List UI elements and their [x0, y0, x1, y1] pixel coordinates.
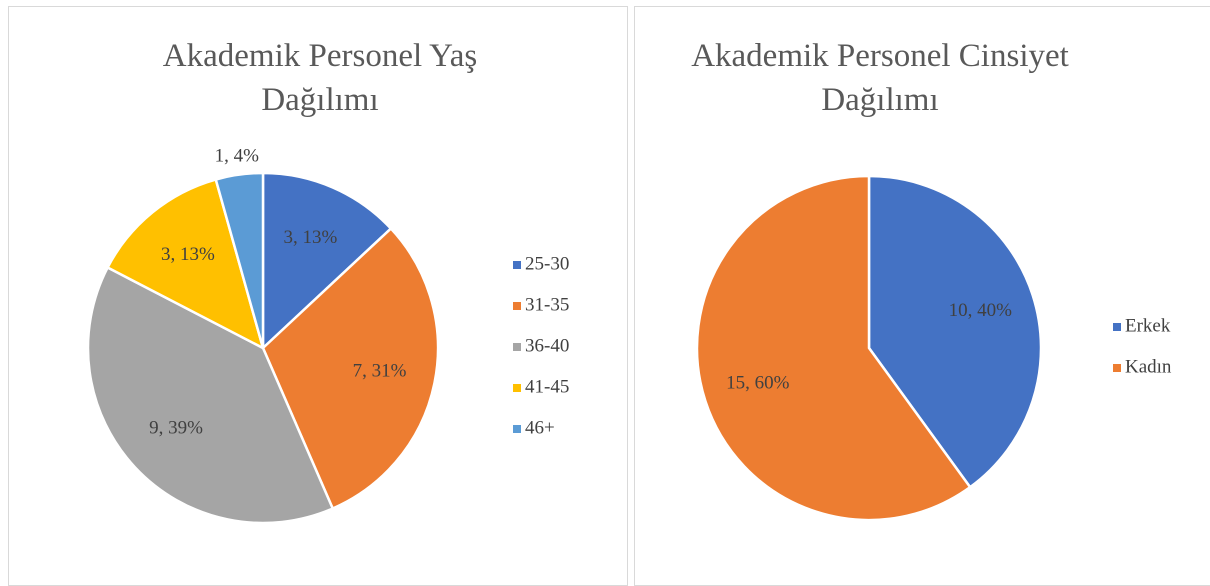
data-label: 7, 31%: [353, 361, 407, 382]
legend-swatch: [1113, 323, 1121, 331]
legend-label: 46+: [525, 417, 555, 438]
legend-swatch: [513, 261, 521, 269]
chart-title: Akademik Personel Cinsiyet Dağılımı: [691, 38, 1069, 118]
pie-slice: [86, 265, 335, 525]
legend-swatch: [513, 343, 521, 351]
pie-slice: [867, 174, 1043, 489]
legend-label: 41-45: [525, 376, 569, 397]
data-label: 3, 13%: [161, 244, 215, 265]
legend-label: 25-30: [525, 253, 569, 274]
data-label: 10, 40%: [949, 300, 1013, 321]
data-label: 3, 13%: [283, 227, 337, 248]
pie-slice: [261, 226, 440, 511]
data-label: 1, 4%: [215, 146, 260, 167]
legend-label: 31-35: [525, 294, 569, 315]
pie-slice: [261, 171, 393, 351]
legend-swatch: [1113, 364, 1121, 372]
legend-label: Kadın: [1125, 356, 1172, 377]
legend-swatch: [513, 384, 521, 392]
legend-swatch: [513, 302, 521, 310]
data-label: 15, 60%: [726, 373, 790, 394]
data-label: 9, 39%: [149, 418, 203, 439]
chart-title: Akademik Personel Yaş Dağılımı: [162, 38, 478, 118]
legend-label: 36-40: [525, 335, 569, 356]
legend-label: Erkek: [1125, 315, 1171, 336]
legend-swatch: [513, 425, 521, 433]
pie-slice: [214, 171, 265, 349]
pie-slice: [105, 177, 265, 351]
pie-slice: [695, 174, 972, 522]
